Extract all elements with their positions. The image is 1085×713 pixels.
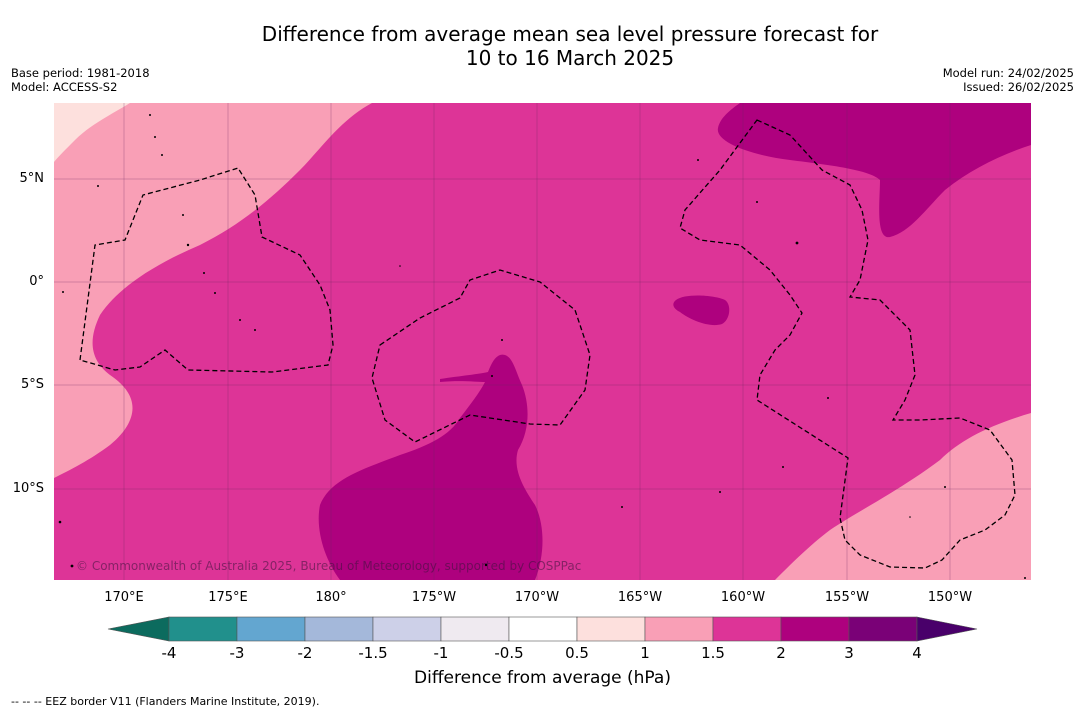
island-dots: [58, 114, 1026, 579]
colorbar-bin-10: [848, 616, 918, 642]
anomaly-region-2-to-3-south: [318, 354, 543, 580]
colorbar-bin-7: [644, 616, 714, 642]
colorbar-bin-6: [576, 616, 646, 642]
colorbar-bin-1: [236, 616, 306, 642]
anomaly-region-1-to-1p5-southeast: [775, 413, 1031, 580]
colorbar-bin-0: [168, 616, 238, 642]
colorbar-tick-label: 3: [844, 644, 854, 662]
model-name: Model: ACCESS-S2: [11, 80, 118, 94]
colorbar: [107, 616, 978, 642]
colorbar-tick-label: -1.5: [358, 644, 388, 662]
anomaly-region-1-to-1p5-west: [54, 103, 372, 478]
lon-label-170w: 170°W: [514, 590, 560, 605]
colorbar-tick-label: -3: [229, 644, 245, 662]
eez-tokelau: [371, 269, 591, 443]
lat-label-5n: 5°N: [19, 171, 45, 186]
title-line-1: Difference from average mean sea level p…: [261, 22, 879, 46]
lon-label-170e: 170°E: [104, 590, 144, 605]
colorbar-bin-5: [508, 616, 578, 642]
base-period: Base period: 1981-2018: [11, 66, 150, 80]
lon-label-160w: 160°W: [720, 590, 766, 605]
lat-label-5s: 5°S: [20, 377, 44, 392]
lat-label-10s: 10°S: [12, 481, 44, 496]
colorbar-tick-label: 1.5: [701, 644, 725, 662]
lat-label-0: 0°: [29, 274, 44, 289]
colorbar-bin-8: [712, 616, 782, 642]
colorbar-tick-label: 4: [912, 644, 922, 662]
copyright-notice: © Commonwealth of Australia 2025, Bureau…: [76, 559, 582, 573]
eez-footnote: -- -- -- EEZ border V11 (Flanders Marine…: [11, 695, 320, 708]
colorbar-title: Difference from average (hPa): [414, 668, 671, 688]
colorbar-bin-4: [440, 616, 510, 642]
lon-label-155w: 155°W: [824, 590, 870, 605]
lon-label-175w: 175°W: [411, 590, 457, 605]
lon-label-165w: 165°W: [617, 590, 663, 605]
issued-date: Issued: 26/02/2025: [963, 80, 1074, 94]
colorbar-tick-label: -0.5: [494, 644, 524, 662]
model-run: Model run: 24/02/2025: [942, 66, 1074, 80]
graticule: [54, 103, 1031, 580]
eez-borders: [79, 119, 1016, 569]
lon-label-175e: 175°E: [208, 590, 248, 605]
lon-label-180: 180°: [315, 590, 347, 605]
colorbar-bin-9: [780, 616, 850, 642]
colorbar-tick-label: 0.5: [565, 644, 589, 662]
lon-label-150w: 150°W: [927, 590, 973, 605]
colorbar-extend-max: [916, 616, 978, 642]
colorbar-extend-min: [107, 616, 170, 642]
anomaly-region-2-to-3-northeast: [717, 103, 1031, 238]
colorbar-tick-label: -1: [433, 644, 449, 662]
colorbar-tick-label: 2: [776, 644, 786, 662]
title-line-2: 10 to 16 March 2025: [465, 46, 675, 70]
anomaly-region-0p5-to-1-northwest: [54, 103, 130, 162]
colorbar-bin-3: [372, 616, 442, 642]
colorbar-bin-2: [304, 616, 374, 642]
colorbar-tick-label: -4: [161, 644, 177, 662]
eez-kiribati: [679, 119, 1016, 569]
anomaly-region-2-to-3-central: [673, 295, 730, 326]
colorbar-tick-label: 1: [640, 644, 650, 662]
eez-tuvalu: [79, 167, 334, 373]
meta-right: Model run: 24/02/2025 Issued: 26/02/2025: [943, 66, 1074, 94]
chart-title: Difference from average mean sea level p…: [0, 22, 1085, 70]
meta-left: Base period: 1981-2018 Model: ACCESS-S2: [11, 66, 150, 94]
colorbar-tick-label: -2: [297, 644, 313, 662]
